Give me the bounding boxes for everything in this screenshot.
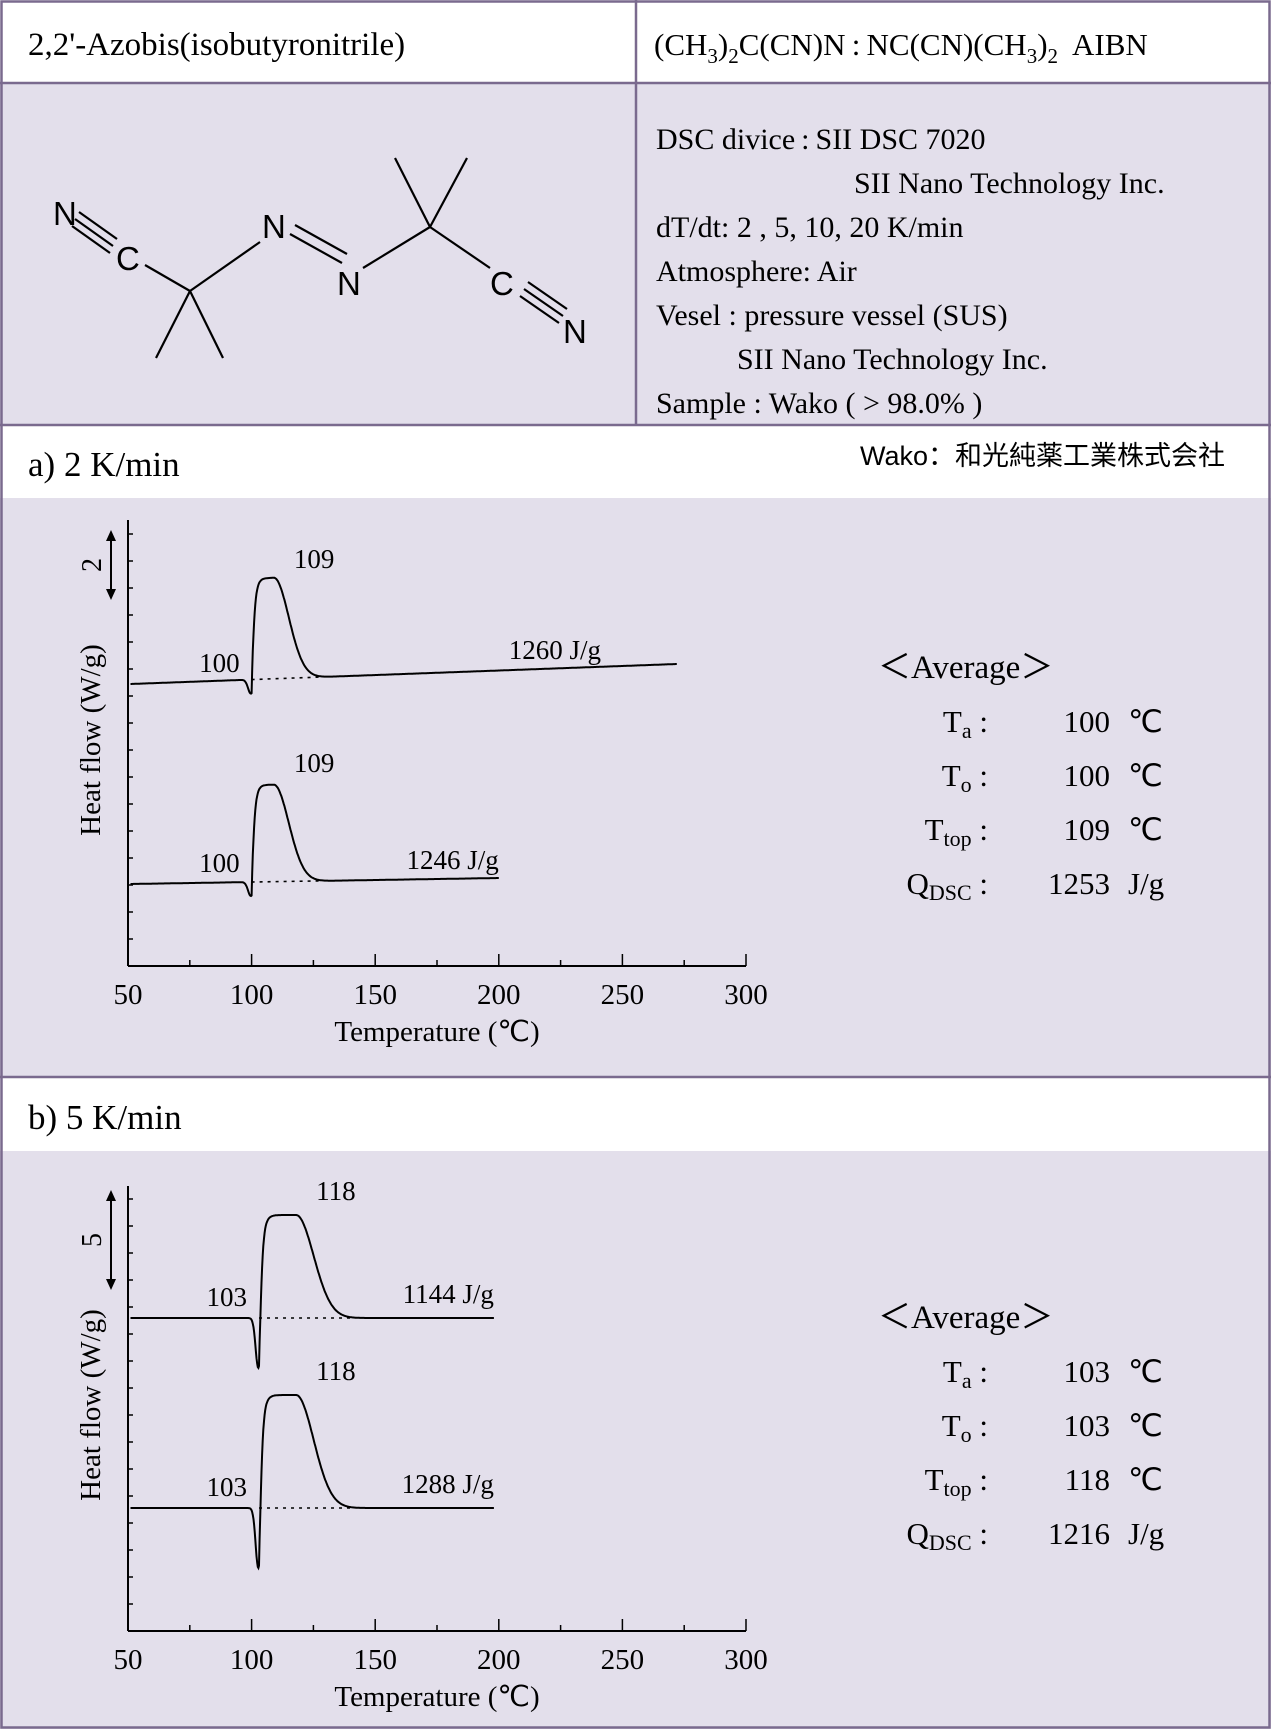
condition-heating-rates: dT/dt: 2 , 5, 10, 20 K/min xyxy=(656,211,964,244)
x-tick-label: 300 xyxy=(724,1644,768,1676)
scale-bar-arrow-down xyxy=(106,589,116,600)
average-unit: ℃ xyxy=(1128,812,1163,847)
x-axis-label: Temperature (℃) xyxy=(334,1016,539,1048)
condition-device: DSC divice : SII DSC 7020 xyxy=(656,123,986,156)
compound-formula: (CH3)2C(CN)N : NC(CN)(CH3)2 AIBN xyxy=(654,27,1148,68)
average-value: 1253 xyxy=(1048,866,1110,901)
x-axis-label: Temperature (℃) xyxy=(334,1681,539,1713)
x-tick-label: 250 xyxy=(601,1644,645,1676)
average-symbol: To : xyxy=(942,758,988,797)
atom-n-right: N xyxy=(563,313,587,350)
average-value: 100 xyxy=(1064,758,1111,793)
peak-label: 118 xyxy=(316,1356,356,1386)
dsc-chart-2kmin: 50 100 150 200 250 300 Temperature (℃) Heat flo… xyxy=(75,520,768,1048)
average-panel-5kmin: ＜Average＞ Ta : 103 ℃ To : 103 ℃ Ttop : 118 ℃ QDSC … xyxy=(878,1300,1164,1555)
average-unit: ℃ xyxy=(1128,1462,1163,1497)
condition-device-maker: SII Nano Technology Inc. xyxy=(854,167,1165,200)
heat-label: 1288 J/g xyxy=(402,1469,494,1499)
x-tick-label: 200 xyxy=(477,1644,521,1676)
heat-label: 1144 J/g xyxy=(403,1279,494,1309)
average-symbol: QDSC : xyxy=(906,1516,988,1555)
dsc-curve xyxy=(130,576,677,695)
condition-atmosphere: Atmosphere: Air xyxy=(656,255,857,288)
dsc-curve xyxy=(130,783,499,898)
dsc-chart-5kmin: 50 100 150 200 250 300 Temperature (℃) Heat flo… xyxy=(75,1176,768,1713)
average-heading: ＜Average＞ xyxy=(878,1300,1053,1336)
average-unit: ℃ xyxy=(1128,758,1163,793)
scale-bar-label: 5 xyxy=(77,1233,108,1247)
dsc-curve xyxy=(130,1214,494,1371)
supplier-note: Wako：和光純薬工業株式会社 xyxy=(860,441,1225,471)
x-tick-label: 50 xyxy=(114,1644,143,1676)
atom-c-left: C xyxy=(116,240,140,277)
x-tick-label: 100 xyxy=(230,979,274,1011)
atom-n-azo-2: N xyxy=(337,265,361,302)
scale-bar-arrow-up xyxy=(106,530,116,541)
section-b-title-band xyxy=(0,1077,1271,1151)
baseline-dotted xyxy=(251,880,323,883)
average-value: 118 xyxy=(1065,1462,1110,1497)
average-value: 100 xyxy=(1064,704,1111,739)
atom-c-right: C xyxy=(490,265,514,302)
onset-label: 103 xyxy=(207,1282,248,1312)
peak-label: 109 xyxy=(294,748,335,778)
average-value: 103 xyxy=(1064,1408,1111,1443)
dsc-curve xyxy=(130,1394,494,1571)
x-tick-label: 250 xyxy=(601,979,645,1011)
peak-label: 118 xyxy=(316,1176,356,1206)
peak-label: 109 xyxy=(294,544,335,574)
heat-label: 1260 J/g xyxy=(509,635,601,665)
section-a-title-band xyxy=(0,425,1271,498)
average-symbol: Ta : xyxy=(943,1354,988,1393)
molecular-structure xyxy=(71,157,568,359)
atom-n-azo-1: N xyxy=(262,208,286,245)
onset-label: 100 xyxy=(199,648,240,678)
average-panel-2kmin: ＜Average＞ Ta : 100 ℃ To : 100 ℃ Ttop : 109 ℃ QDSC … xyxy=(878,650,1164,905)
compound-name: 2,2'-Azobis(isobutyronitrile) xyxy=(28,27,405,63)
average-symbol: Ttop : xyxy=(925,1462,988,1501)
y-axis-label: Heat flow (W/g) xyxy=(75,1309,107,1501)
x-tick-label: 200 xyxy=(477,979,521,1011)
scale-bar-arrow-up xyxy=(106,1190,116,1201)
average-unit: ℃ xyxy=(1128,1408,1163,1443)
x-tick-label: 100 xyxy=(230,1644,274,1676)
x-tick-label: 150 xyxy=(353,1644,397,1676)
onset-label: 100 xyxy=(199,848,240,878)
condition-vessel-maker: SII Nano Technology Inc. xyxy=(737,343,1048,376)
x-tick-label: 50 xyxy=(114,979,143,1011)
average-symbol: To : xyxy=(942,1408,988,1447)
average-unit: ℃ xyxy=(1128,704,1163,739)
section-b-title: b) 5 K/min xyxy=(28,1098,182,1137)
average-unit: ℃ xyxy=(1128,1354,1163,1389)
baseline-dotted xyxy=(251,676,323,681)
average-value: 1216 xyxy=(1048,1516,1110,1551)
heat-label: 1246 J/g xyxy=(407,845,499,875)
scale-bar-arrow-down xyxy=(106,1279,116,1290)
y-axis-label: Heat flow (W/g) xyxy=(75,644,107,836)
average-value: 109 xyxy=(1064,812,1111,847)
atom-n-left: N xyxy=(53,195,77,232)
average-unit: J/g xyxy=(1128,1516,1164,1551)
onset-label: 103 xyxy=(207,1472,248,1502)
x-tick-label: 150 xyxy=(353,979,397,1011)
scale-bar-label: 2 xyxy=(77,558,108,572)
condition-sample: Sample : Wako ( > 98.0% ) xyxy=(656,387,982,420)
average-symbol: QDSC : xyxy=(906,866,988,905)
condition-vessel: Vesel : pressure vessel (SUS) xyxy=(656,299,1008,332)
section-a-title: a) 2 K/min xyxy=(28,445,180,484)
average-unit: J/g xyxy=(1128,866,1164,901)
average-heading: ＜Average＞ xyxy=(878,650,1053,686)
average-symbol: Ttop : xyxy=(925,812,988,851)
average-value: 103 xyxy=(1064,1354,1111,1389)
x-tick-label: 300 xyxy=(724,979,768,1011)
average-symbol: Ta : xyxy=(943,704,988,743)
